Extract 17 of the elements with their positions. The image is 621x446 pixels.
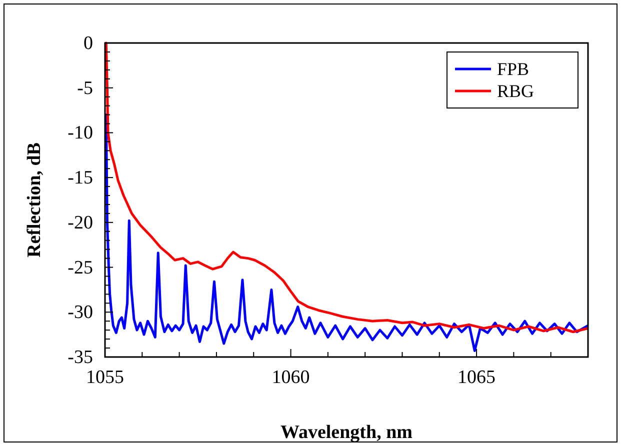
y-axis-title: Reflection, dB — [24, 142, 45, 258]
y-tick-label: -10 — [68, 122, 93, 144]
legend-label: FPB — [497, 59, 530, 79]
y-tick-label: -30 — [68, 302, 93, 324]
y-tick-label: -5 — [77, 78, 93, 99]
x-tick-label: 1060 — [272, 367, 310, 388]
y-tick-label: -20 — [68, 212, 93, 234]
line-series — [105, 114, 588, 352]
line-series — [105, 42, 588, 334]
y-tick-label: -25 — [68, 257, 93, 278]
x-tick-label: 1065 — [458, 367, 496, 388]
y-tick-label: -15 — [68, 168, 93, 189]
x-tick-label: 1055 — [86, 367, 124, 388]
legend-label: RBG — [497, 81, 534, 101]
y-tick-label: 0 — [84, 33, 93, 54]
y-tick-label: -35 — [68, 347, 93, 368]
x-axis-title: Wavelength, nm — [280, 422, 413, 443]
